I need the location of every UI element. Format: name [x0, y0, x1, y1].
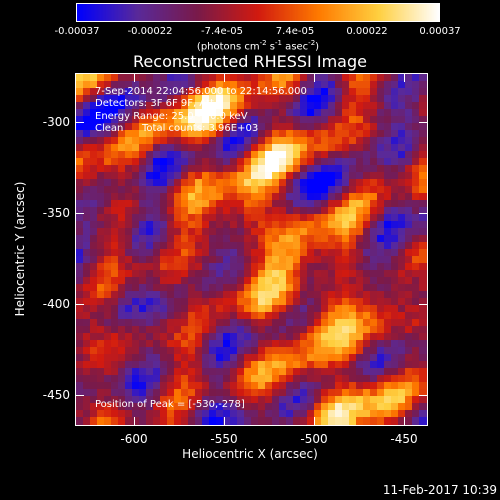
footer-timestamp: 11-Feb-2017 10:39: [382, 483, 497, 497]
colorbar-tick-label: 0.00022: [346, 26, 388, 37]
time-range-annotation: 7-Sep-2014 22:04:56.000 to 22:14:56.000: [95, 86, 307, 97]
colorbar-units: (photons cm-2 s-1 asec-2): [196, 39, 320, 53]
detectors-annotation: Detectors: 3F 6F 9F, Att 0: [95, 98, 224, 109]
x-tick-label: -500: [300, 432, 328, 446]
x-tick-label: -550: [210, 432, 238, 446]
x-axis-label: Heliocentric X (arcsec): [182, 447, 318, 461]
clean-annotation: Clean: [95, 123, 124, 134]
image-title: Reconstructed RHESSI Image: [133, 52, 367, 71]
y-tick-label: -450: [42, 388, 70, 402]
colorbar-tick-label: -0.00022: [127, 26, 173, 37]
y-axis-label: Heliocentric Y (arcsec): [13, 181, 27, 317]
energy-range-annotation: Energy Range: 25.0 - 50.0 keV: [95, 111, 248, 122]
rhessi-image-map: [76, 74, 427, 425]
colorbar-gradient: [77, 4, 439, 21]
peak-position-annotation: Position of Peak = [-530,-278]: [95, 399, 245, 410]
y-tick-label: -350: [42, 206, 70, 220]
y-tick-label: -300: [42, 115, 70, 129]
x-tick-label: -600: [120, 432, 148, 446]
colorbar: [76, 3, 440, 22]
total-counts-annotation: Total counts: 3.96E+03: [142, 123, 259, 134]
colorbar-tick-label: 7.4e-05: [275, 26, 315, 37]
image-plot-area: 7-Sep-2014 22:04:56.000 to 22:14:56.000 …: [75, 73, 428, 426]
x-tick-label: -450: [390, 432, 418, 446]
colorbar-tick-label: -7.4e-05: [201, 26, 243, 37]
y-tick-label: -400: [42, 297, 70, 311]
colorbar-tick-label: 0.00037: [419, 26, 461, 37]
colorbar-tick-label: -0.00037: [54, 26, 100, 37]
